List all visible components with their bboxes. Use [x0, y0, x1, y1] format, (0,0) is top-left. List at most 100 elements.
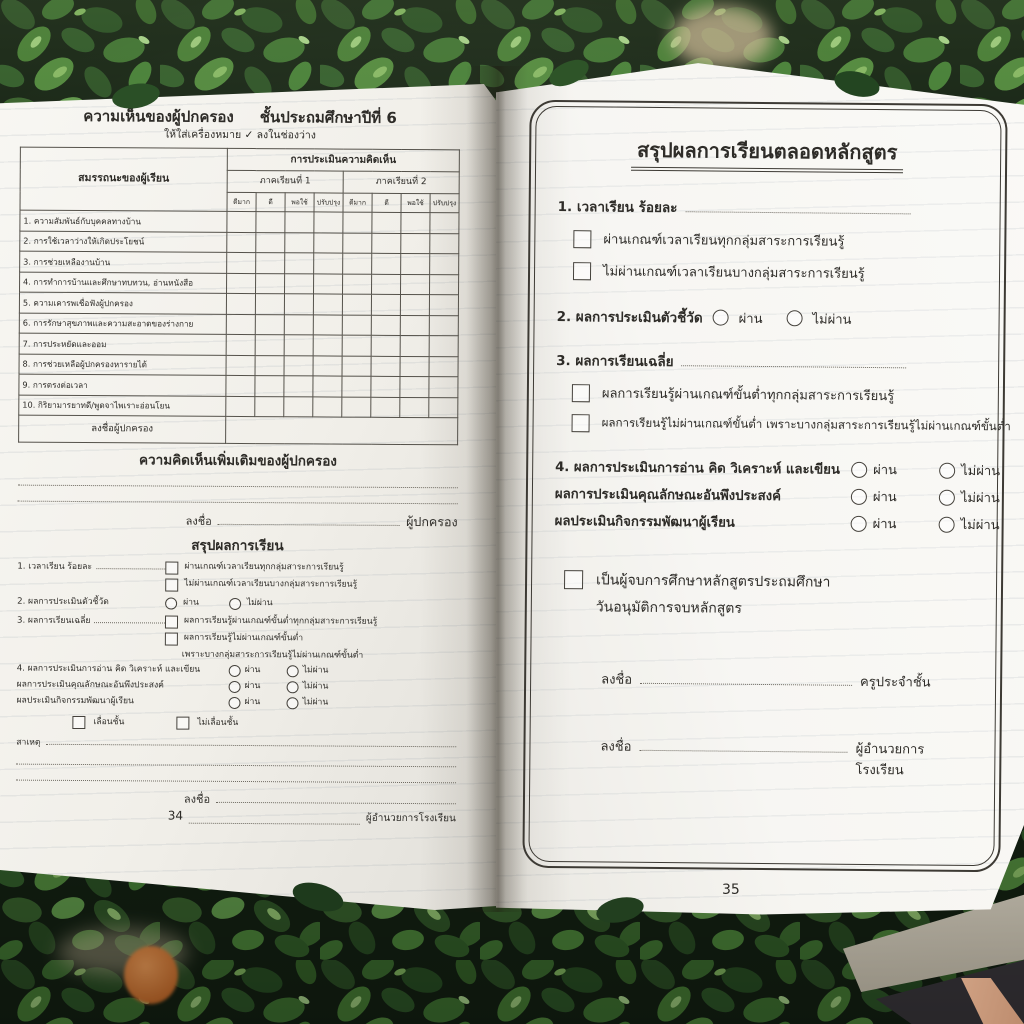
pass-label: ผ่าน — [872, 490, 897, 506]
director-label: ผู้อำนวยการโรงเรียน — [365, 813, 456, 825]
item1-label: 1. เวลาเรียน ร้อยละ — [557, 198, 678, 217]
option-label: ผลการเรียนรู้ไม่ผ่านเกณฑ์ขั้นต่ำ — [183, 633, 304, 644]
grade-cell — [399, 376, 430, 398]
pass-label: ผ่าน — [873, 463, 898, 479]
checkbox — [176, 716, 190, 730]
grade-cell — [284, 355, 314, 377]
grade-cell — [254, 396, 284, 417]
grade-cell — [225, 396, 255, 417]
left-page-header: ความเห็นของผู้ปกครอง ชั้นประถมศึกษาปีที่… — [20, 107, 460, 129]
promotion-row: เลื่อนชั้น ไม่เลื่อนชั้น — [72, 715, 456, 731]
grade-cell — [428, 376, 459, 398]
row-label: 7. การประหยัดและออม — [19, 333, 227, 356]
grade-header: ดีมาก — [343, 193, 373, 213]
pass-label: ผ่าน — [244, 665, 261, 676]
fail-label: ไม่ผ่าน — [246, 597, 273, 609]
radio-button — [286, 696, 299, 710]
grade-cell — [429, 315, 459, 336]
radio-button — [938, 516, 955, 533]
fill-line — [681, 351, 907, 369]
item4b-label: ผลการประเมินคุณลักษณะอันพึงประสงค์ — [554, 486, 782, 505]
grade-cell — [226, 232, 256, 253]
grade-cell — [400, 212, 431, 234]
pass-label: ผ่าน — [244, 681, 261, 692]
pass-label: ผ่าน — [872, 517, 897, 533]
radio-button — [228, 680, 241, 693]
sign-label: ลงชื่อ — [600, 739, 632, 755]
reason-label: สาเหตุ — [16, 737, 41, 748]
grade-cell — [342, 355, 372, 377]
page-title: ความเห็นของผู้ปกครอง — [83, 107, 234, 126]
right-page: สรุปผลการเรียนตลอดหลักสูตร 1. เวลาเรียน … — [496, 63, 1024, 915]
grade-cell — [428, 397, 458, 418]
signature-row: ลงชื่อผู้ปกครอง — [18, 415, 458, 445]
grade-cell — [342, 314, 372, 336]
option-label: ผ่านเกณฑ์เวลาเรียนทุกกลุ่มสาระการเรียนรู… — [184, 562, 344, 574]
fail-label: ไม่ผ่าน — [302, 681, 329, 692]
checkbox — [164, 615, 179, 629]
teacher-sign-row: ลงชื่อ ครูประจำชั้น — [601, 668, 971, 693]
option-label: ไม่ผ่านเกณฑ์เวลาเรียนบางกลุ่มสาระการเรีย… — [184, 579, 358, 591]
row-label: 3. การช่วยเหลืองานบ้าน — [19, 251, 227, 274]
grade-cell — [341, 396, 371, 418]
radio-button — [228, 664, 241, 677]
table-row: 4. การทำการบ้านและศึกษาทบทวน, อ่านหนังสื… — [19, 271, 459, 295]
checkbox — [571, 383, 590, 402]
table-header-row: สมรรถนะของผู้เรียน การประเมินความคิดเห็น — [20, 147, 460, 212]
signature-line — [639, 738, 848, 753]
checkbox — [72, 715, 86, 729]
orange-object — [124, 946, 178, 1004]
grade-cell — [255, 334, 285, 356]
signature-line — [640, 671, 853, 686]
pass-label: ผ่าน — [738, 311, 763, 327]
left-page-content: ความเห็นของผู้ปกครอง ชั้นประถมศึกษาปีที่… — [0, 84, 502, 834]
teacher-label: ครูประจำชั้น — [860, 674, 931, 691]
item3-label: 3. ผลการเรียนเฉลี่ย — [556, 352, 674, 371]
page-number: 35 — [722, 882, 740, 898]
grade-cell — [313, 253, 343, 274]
grade-cell — [284, 232, 314, 254]
promote-label: เลื่อนชั้น — [93, 716, 125, 727]
fail-label: ไม่ผ่าน — [302, 665, 329, 676]
grade-cell — [371, 355, 401, 377]
fail-label: ไม่ผ่าน — [302, 697, 329, 708]
fill-line — [46, 736, 457, 748]
checkbox — [165, 578, 179, 592]
grade-cell — [400, 233, 430, 254]
item4b-label: ผลการประเมินคุณลักษณะอันพึงประสงค์ — [16, 679, 164, 691]
item2-label: 2. ผลการประเมินตัวชี้วัด — [556, 308, 703, 327]
dotted-line — [16, 764, 457, 784]
item1-label: 1. เวลาเรียน ร้อยละ — [17, 561, 93, 572]
row-label: 2. การใช้เวลาว่างให้เกิดประโยชน์ — [19, 230, 227, 253]
grade-cell — [342, 253, 372, 274]
right-item-2: 2. ผลการประเมินตัวชี้วัด ผ่าน ไม่ผ่าน — [557, 305, 975, 331]
grade-cell — [371, 314, 401, 336]
grade-cell — [371, 335, 401, 357]
grade-cell — [371, 212, 402, 234]
option-label: ผ่านเกณฑ์เวลาเรียนทุกกลุ่มสาระการเรียนรู… — [603, 232, 845, 250]
grade-cell — [429, 212, 460, 234]
pass-label: ผ่าน — [183, 597, 199, 608]
grade-cell — [313, 273, 343, 295]
grade-cell — [226, 314, 256, 335]
row-label: 4. การทำการบ้านและศึกษาทบทวน, อ่านหนังสื… — [19, 271, 227, 294]
sign-label: ลงชื่อ — [183, 792, 211, 806]
pass-label: ผ่าน — [244, 697, 261, 708]
left-item-2: 2. ผลการประเมินตัวชี้วัด ผ่าน ไม่ผ่าน — [17, 596, 457, 611]
not-promote-label: ไม่เลื่อนชั้น — [197, 717, 239, 728]
table-row: 5. ความเคารพเชื่อฟังผู้ปกครอง — [19, 292, 459, 316]
grade-cell — [283, 396, 313, 418]
grade-cell — [284, 252, 314, 274]
grade-cell — [429, 274, 459, 295]
grade-cell — [429, 335, 459, 357]
grade-cell — [226, 273, 256, 294]
grade-cell — [284, 334, 314, 356]
table-row: 2. การใช้เวลาว่างให้เกิดประโยชน์ — [19, 230, 459, 254]
grade-cell — [400, 315, 430, 336]
item4c-label: ผลประเมินกิจกรรมพัฒนาผู้เรียน — [554, 513, 735, 531]
radio-button — [165, 597, 178, 610]
grade-cell — [370, 376, 401, 398]
grade-cell — [255, 211, 286, 233]
grade-cell — [429, 233, 459, 254]
grade-cell — [254, 375, 285, 397]
